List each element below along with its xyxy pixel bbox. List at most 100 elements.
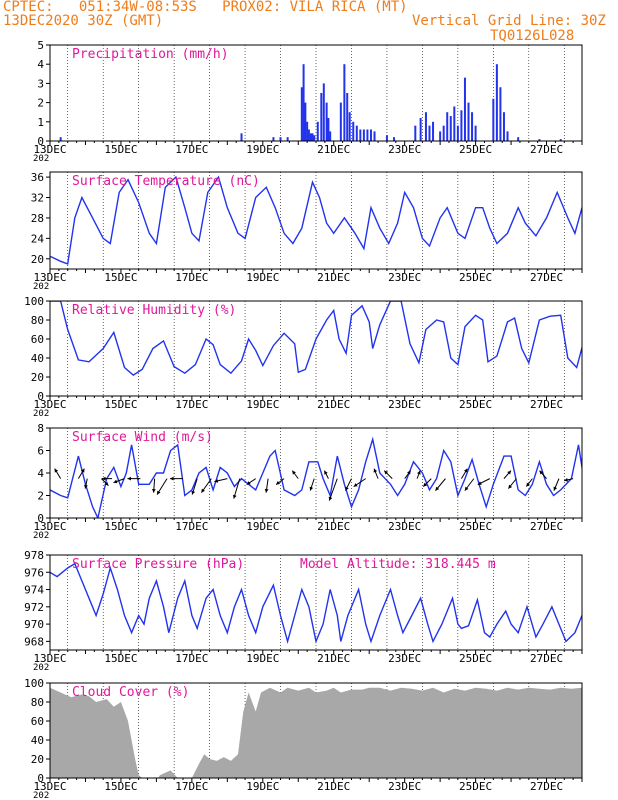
precip-bar — [311, 133, 314, 141]
series-line — [50, 301, 582, 376]
x-tick-label: 13DEC — [33, 780, 66, 793]
wind-arrow — [345, 478, 352, 491]
precip-bar — [279, 137, 282, 141]
series-5 — [50, 562, 582, 645]
panel-5: 968 970 972 974 976 978 13DEC 15DEC 17DEC 19DEC 21… — [24, 549, 583, 673]
wind-arrow — [291, 470, 299, 479]
precip-bar — [355, 125, 358, 141]
y-tick-label: 40 — [31, 352, 44, 365]
precip-bar — [348, 112, 351, 141]
y-tick-label: 4 — [37, 467, 44, 480]
x-tick-label: 27DEC — [530, 143, 563, 156]
y-tick-label: 100 — [24, 295, 44, 308]
wind-arrow — [539, 470, 547, 479]
wind-arrow — [102, 476, 113, 481]
arrow-head — [276, 480, 281, 485]
arrow-head — [477, 481, 482, 485]
precip-bar — [327, 117, 330, 141]
wind-arrow — [525, 478, 533, 487]
series-2 — [50, 175, 582, 265]
precip-bar — [316, 121, 319, 141]
precip-bar — [419, 117, 422, 141]
precip-bar — [352, 121, 355, 141]
precip-bar — [414, 125, 417, 141]
x-year-label: 202 — [33, 663, 49, 673]
wind-arrow — [373, 468, 379, 479]
arrow-head — [292, 470, 296, 475]
x-tick-label: 21DEC — [317, 780, 350, 793]
wind-arrow — [170, 476, 183, 481]
panel-title: Surface Wind (m/s) — [72, 430, 213, 445]
arrow-head — [417, 470, 421, 475]
arrow-head — [151, 488, 156, 493]
precip-bar — [432, 121, 435, 141]
precip-bar — [309, 133, 312, 141]
arrow-head — [201, 488, 205, 493]
arrow-head — [157, 490, 161, 495]
wind-arrow — [127, 476, 141, 481]
x-tick-label: 15DEC — [104, 780, 137, 793]
arrow-head — [84, 484, 88, 489]
x-tick-label: 25DEC — [459, 271, 492, 284]
wind-arrow — [553, 478, 560, 491]
precip-bar — [322, 83, 325, 141]
precip-bar — [272, 137, 275, 141]
precip-bar — [300, 87, 303, 141]
x-tick-label: 23DEC — [388, 271, 421, 284]
y-tick-label: 972 — [24, 601, 44, 614]
precip-bar — [517, 137, 520, 141]
arrow-head — [345, 486, 349, 491]
precip-bar — [499, 87, 502, 141]
y-tick-label: 24 — [31, 232, 45, 245]
panel-title: Surface Pressure (hPa) — [72, 557, 244, 572]
x-tick-label: 21DEC — [317, 398, 350, 411]
precip-bar — [302, 64, 305, 141]
precip-bar — [467, 102, 470, 141]
y-tick-label: 0 — [37, 512, 44, 525]
x-tick-label: 15DEC — [104, 398, 137, 411]
precip-bar — [495, 64, 498, 141]
x-tick-label: 13DEC — [33, 652, 66, 665]
y-tick-label: 970 — [24, 618, 44, 631]
x-tick-label: 19DEC — [246, 271, 279, 284]
x-tick-label: 15DEC — [104, 271, 137, 284]
x-tick-label: 21DEC — [317, 652, 350, 665]
precip-bar — [456, 125, 459, 141]
y-tick-label: 2 — [37, 97, 44, 110]
x-tick-label: 13DEC — [33, 143, 66, 156]
wind-arrow — [264, 478, 269, 493]
y-tick-label: 0 — [37, 135, 44, 148]
x-tick-label: 15DEC — [104, 143, 137, 156]
y-tick-label: 974 — [24, 584, 44, 597]
precip-bar — [471, 112, 474, 141]
x-tick-label: 27DEC — [530, 520, 563, 533]
wind-arrow — [54, 468, 62, 479]
panel-1: 0 1 2 3 4 5 13DEC 15DEC 17DEC 19DEC 21DEC 23DEC 25DE… — [33, 39, 583, 164]
wind-arrow — [275, 478, 285, 486]
wind-arrow — [416, 470, 421, 479]
precip-bar — [359, 129, 362, 141]
precip-bar — [373, 131, 376, 141]
precip-bar — [346, 93, 349, 141]
wind-arrow — [200, 478, 212, 493]
arrow-shaft — [328, 478, 338, 501]
arrow-head — [464, 486, 469, 491]
y-tick-label: 8 — [37, 422, 44, 435]
y-tick-label: 20 — [31, 753, 44, 766]
x-tick-label: 13DEC — [33, 271, 66, 284]
x-tick-label: 17DEC — [175, 271, 208, 284]
date-line: 13DEC2020 30Z (GMT) — [3, 13, 164, 29]
wind-arrow — [564, 477, 574, 482]
x-tick-label: 21DEC — [317, 520, 350, 533]
precip-bar — [492, 98, 495, 141]
precip-bar — [506, 131, 509, 141]
y-tick-label: 80 — [31, 314, 44, 327]
precip-bar — [439, 131, 442, 141]
y-tick-label: 28 — [31, 212, 44, 225]
series-4 — [50, 436, 582, 518]
series-line — [50, 562, 582, 645]
arrow-head — [324, 470, 328, 475]
arrow-head — [564, 477, 568, 482]
y-tick-label: 60 — [31, 715, 44, 728]
wind-arrow — [156, 478, 168, 495]
